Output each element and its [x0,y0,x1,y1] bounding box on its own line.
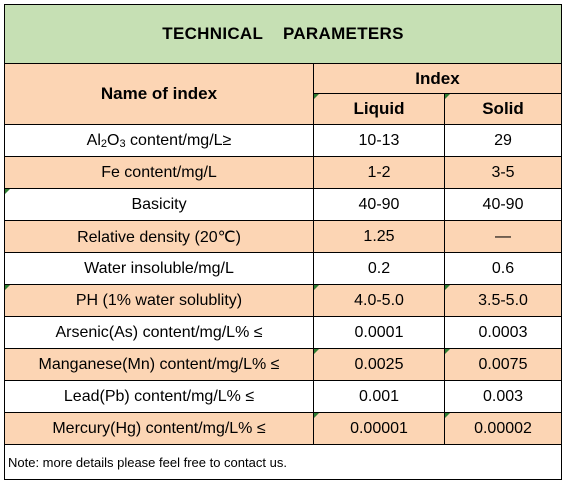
row-liquid-value: 0.0001 [313,316,445,349]
table-row: Arsenic(As) content/mg/L% ≤ 0.0001 0.000… [4,316,563,349]
table-row: Al2O3 content/mg/L≥ 10-13 29 [4,124,563,157]
row-solid-value: 3.5-5.0 [443,284,563,317]
table-row: Fe content/mg/L 1-2 3-5 [4,156,563,189]
row-solid-value: 3-5 [443,156,563,189]
row-solid-value: 0.0003 [443,316,563,349]
row-liquid-value: 40-90 [313,188,445,221]
name-of-index-header: Name of index [4,63,314,125]
index-header: Index [312,63,563,94]
technical-parameters-sheet: TECHNICAL PARAMETERS Name of index Index… [3,4,563,480]
row-liquid-value: 0.001 [313,380,445,413]
row-liquid-value: 4.0-5.0 [313,284,445,317]
row-name: Water insoluble/mg/L [4,252,314,285]
row-name: Mercury(Hg) content/mg/L% ≤ [4,412,314,445]
solid-header: Solid [443,93,563,125]
table-row: Lead(Pb) content/mg/L% ≤ 0.001 0.003 [4,380,563,413]
footer-note: Note: more details please feel free to c… [3,444,563,480]
row-solid-value: 0.00002 [443,412,563,445]
row-solid-value: 0.0075 [443,348,563,381]
row-name-al2o3: Al2O3 content/mg/L≥ [4,124,314,157]
row-solid-value: 29 [443,124,563,157]
row-name: Fe content/mg/L [4,156,314,189]
table-row: Manganese(Mn) content/mg/L% ≤ 0.0025 0.0… [4,348,563,381]
row-solid-value: 0.6 [443,252,563,285]
row-name: Arsenic(As) content/mg/L% ≤ [4,316,314,349]
row-name: Lead(Pb) content/mg/L% ≤ [4,380,314,413]
row-solid-value: 40-90 [443,188,563,221]
row-liquid-value: 0.0025 [313,348,445,381]
liquid-header: Liquid [313,93,445,125]
table-row: Basicity 40-90 40-90 [4,188,563,221]
row-name: Basicity [4,188,314,221]
parameters-table: TECHNICAL PARAMETERS Name of index Index… [3,4,563,480]
row-solid-value: — [443,220,563,253]
table-row: PH (1% water solublity) 4.0-5.0 3.5-5.0 [4,284,563,317]
table-row: Mercury(Hg) content/mg/L% ≤ 0.00001 0.00… [4,412,563,445]
row-liquid-value: 1-2 [313,156,445,189]
row-name: Manganese(Mn) content/mg/L% ≤ [4,348,314,381]
row-liquid-value: 0.00001 [313,412,445,445]
table-title: TECHNICAL PARAMETERS [3,4,563,64]
row-liquid-value: 1.25 [313,220,445,253]
row-name: Relative density (20℃) [4,220,314,253]
row-liquid-value: 10-13 [313,124,445,157]
row-solid-value: 0.003 [443,380,563,413]
row-name: PH (1% water solublity) [4,284,314,317]
row-liquid-value: 0.2 [313,252,445,285]
table-row: Water insoluble/mg/L 0.2 0.6 [4,252,563,285]
table-row: Relative density (20℃) 1.25 — [4,220,563,253]
